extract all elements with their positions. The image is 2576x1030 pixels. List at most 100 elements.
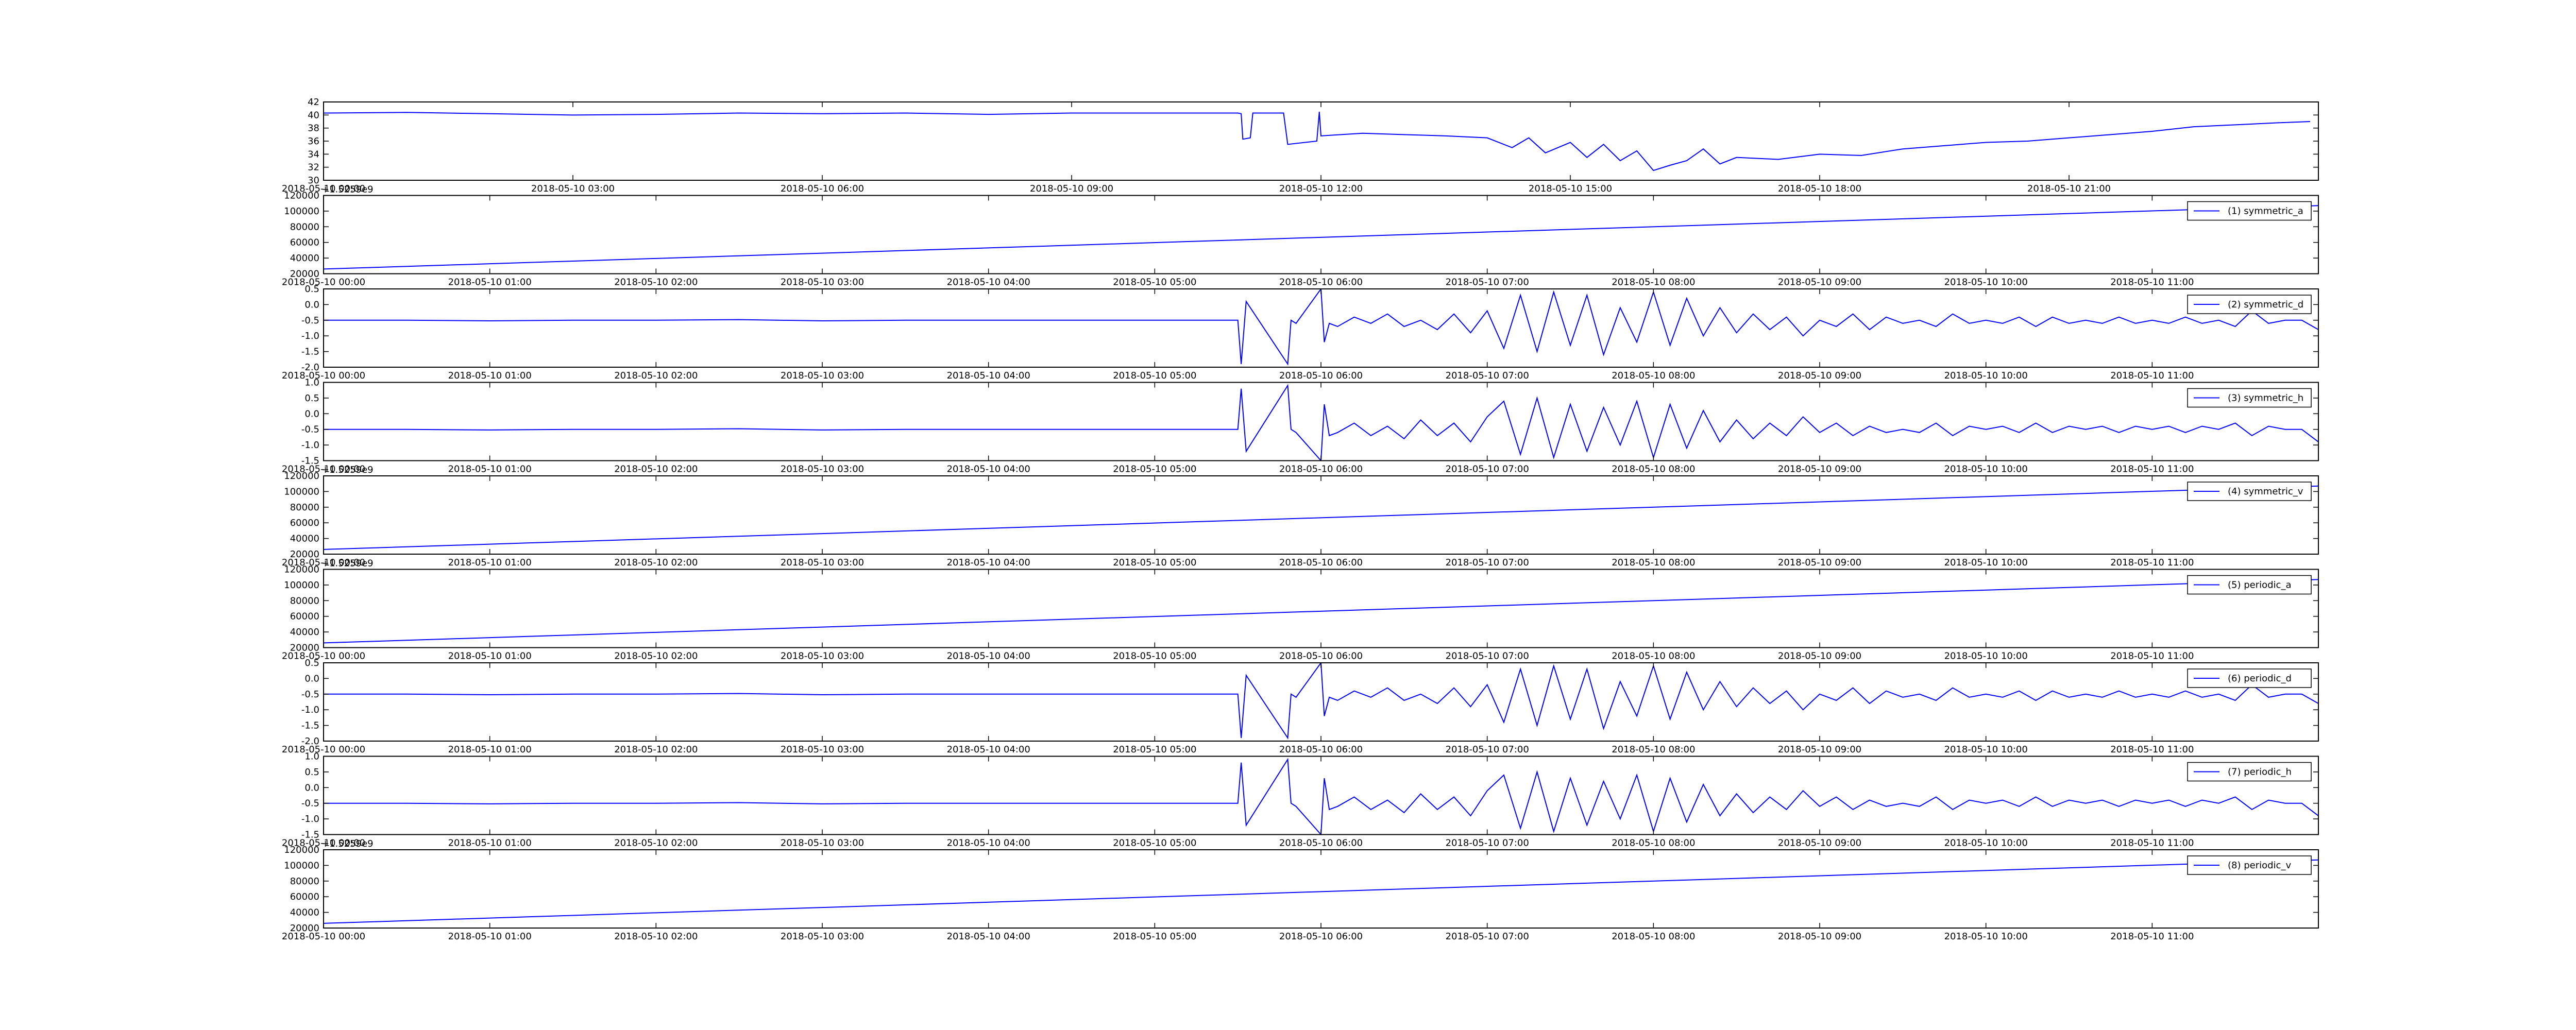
data-line — [324, 579, 2318, 644]
data-line — [324, 663, 2318, 740]
plot-area — [324, 579, 2318, 644]
x-tick-label: 2018-05-10 06:00 — [1279, 931, 1363, 942]
x-tick-label: 2018-05-10 09:00 — [1778, 277, 1861, 288]
y-tick-label: 80000 — [290, 502, 319, 513]
offset-text: +1.5259e9 — [321, 838, 374, 849]
y-tick-label: -0.5 — [301, 689, 319, 700]
x-tick-label: 2018-05-10 09:00 — [1778, 464, 1861, 475]
x-tick-label: 2018-05-10 07:00 — [1446, 744, 1529, 755]
plot-area — [324, 205, 2318, 270]
legend-label: (7) periodic_h — [2228, 767, 2292, 778]
plot-area — [324, 758, 2318, 835]
y-tick-label: -2.0 — [301, 736, 319, 747]
axes-frame — [323, 849, 2319, 929]
y-tick-label: 60000 — [290, 891, 319, 902]
data-line — [324, 384, 2318, 461]
subplot: -2.0 -1.5 -1.0 -0.5 0.0 0.5 2018-05-10 00:00 20… — [282, 658, 2319, 755]
y-tick-label: 40000 — [290, 907, 319, 918]
x-tick-label: 2018-05-10 01:00 — [448, 744, 532, 755]
x-tick-label: 2018-05-10 00:00 — [282, 183, 365, 194]
x-tick-label: 2018-05-10 00:00 — [282, 838, 365, 849]
x-tick-label: 2018-05-10 10:00 — [1944, 931, 2028, 942]
x-tick-label: 2018-05-10 01:00 — [448, 464, 532, 475]
x-tick-label: 2018-05-10 02:00 — [614, 557, 698, 568]
x-tick-label: 2018-05-10 09:00 — [1778, 651, 1861, 662]
x-tick-label: 2018-05-10 09:00 — [1778, 931, 1861, 942]
y-tick-label: 42 — [308, 97, 319, 108]
x-tick-label: 2018-05-10 00:00 — [282, 370, 365, 381]
x-tick-label: 2018-05-10 03:00 — [781, 838, 864, 849]
x-tick-label: 2018-05-10 04:00 — [947, 838, 1030, 849]
y-tick-label: 20000 — [290, 923, 319, 934]
x-tick-label: 2018-05-10 11:00 — [2110, 838, 2194, 849]
x-tick-label: 2018-05-10 10:00 — [1944, 277, 2028, 288]
x-tick-label: 2018-05-10 15:00 — [1529, 183, 1612, 194]
x-tick-label: 2018-05-10 10:00 — [1944, 370, 2028, 381]
y-tick-label: -1.0 — [301, 814, 319, 825]
x-tick-label: 2018-05-10 02:00 — [614, 277, 698, 288]
x-tick-label: 2018-05-10 06:00 — [1279, 744, 1363, 755]
x-tick-label: 2018-05-10 10:00 — [1944, 557, 2028, 568]
x-tick-label: 2018-05-10 03:00 — [781, 651, 864, 662]
x-tick-label: 2018-05-10 08:00 — [1612, 744, 1695, 755]
y-tick-label: 60000 — [290, 611, 319, 622]
subplot: 30 32 34 36 38 40 42 2018-05-10 00:00 2018-05-10… — [282, 97, 2319, 194]
x-tick-label: 2018-05-10 06:00 — [1279, 838, 1363, 849]
y-tick-label: -0.5 — [301, 315, 319, 326]
y-tick-label: 20000 — [290, 549, 319, 560]
y-tick-label: -1.5 — [301, 456, 319, 467]
plot-area — [324, 384, 2318, 461]
y-tick-label: 100000 — [284, 580, 319, 591]
y-tick-label: 120000 — [284, 471, 319, 482]
x-tick-label: 2018-05-10 11:00 — [2110, 931, 2194, 942]
y-tick-label: 100000 — [284, 206, 319, 217]
y-tick-label: -1.0 — [301, 331, 319, 341]
y-tick-label: 120000 — [284, 564, 319, 575]
y-tick-label: 60000 — [290, 518, 319, 528]
y-tick-label: 0.0 — [304, 408, 319, 419]
y-tick-label: 1.0 — [304, 377, 319, 388]
x-tick-label: 2018-05-10 06:00 — [1279, 370, 1363, 381]
data-line — [324, 111, 2310, 171]
subplot: -1.5 -1.0 -0.5 0.0 0.5 1.0 2018-05-10 00:00 201… — [282, 751, 2319, 849]
y-tick-label: 30 — [308, 175, 319, 186]
x-tick-label: 2018-05-10 06:00 — [1279, 277, 1363, 288]
data-line — [324, 289, 2318, 366]
x-tick-label: 2018-05-10 10:00 — [1944, 651, 2028, 662]
x-tick-label: 2018-05-10 04:00 — [947, 370, 1030, 381]
x-tick-label: 2018-05-10 01:00 — [448, 277, 532, 288]
y-tick-label: 0.0 — [304, 673, 319, 684]
y-tick-label: -1.0 — [301, 705, 319, 715]
y-tick-label: 0.5 — [304, 393, 319, 404]
axes-frame — [323, 756, 2319, 835]
x-tick-label: 2018-05-10 00:00 — [282, 557, 365, 568]
axes-frame — [323, 475, 2319, 555]
subplot: 200004000060000800001000001200002018-05-… — [282, 838, 2319, 942]
y-tick-label: 38 — [308, 123, 319, 134]
axes-frame — [323, 662, 2319, 742]
y-tick-label: 40000 — [290, 627, 319, 638]
x-tick-label: 2018-05-10 05:00 — [1113, 838, 1196, 849]
x-tick-label: 2018-05-10 00:00 — [282, 651, 365, 662]
x-tick-label: 2018-05-10 18:00 — [1778, 183, 1861, 194]
x-tick-label: 2018-05-10 06:00 — [781, 183, 864, 194]
y-tick-label: 0.5 — [304, 658, 319, 668]
x-tick-label: 2018-05-10 09:00 — [1030, 183, 1113, 194]
x-tick-label: 2018-05-10 02:00 — [614, 931, 698, 942]
offset-text: +1.5259e9 — [321, 184, 374, 195]
y-tick-label: 120000 — [284, 191, 319, 201]
x-tick-label: 2018-05-10 03:00 — [781, 744, 864, 755]
x-tick-label: 2018-05-10 10:00 — [1944, 838, 2028, 849]
y-tick-label: 40000 — [290, 253, 319, 264]
plot-area — [324, 663, 2318, 740]
x-tick-label: 2018-05-10 10:00 — [1944, 744, 2028, 755]
x-tick-label: 2018-05-10 05:00 — [1113, 277, 1196, 288]
axes-frame — [323, 288, 2319, 368]
y-tick-label: 36 — [308, 136, 319, 147]
x-tick-label: 2018-05-10 10:00 — [1944, 464, 2028, 475]
x-tick-label: 2018-05-10 01:00 — [448, 931, 532, 942]
x-tick-label: 2018-05-10 11:00 — [2110, 464, 2194, 475]
x-tick-label: 2018-05-10 08:00 — [1612, 651, 1695, 662]
x-tick-label: 2018-05-10 11:00 — [2110, 557, 2194, 568]
